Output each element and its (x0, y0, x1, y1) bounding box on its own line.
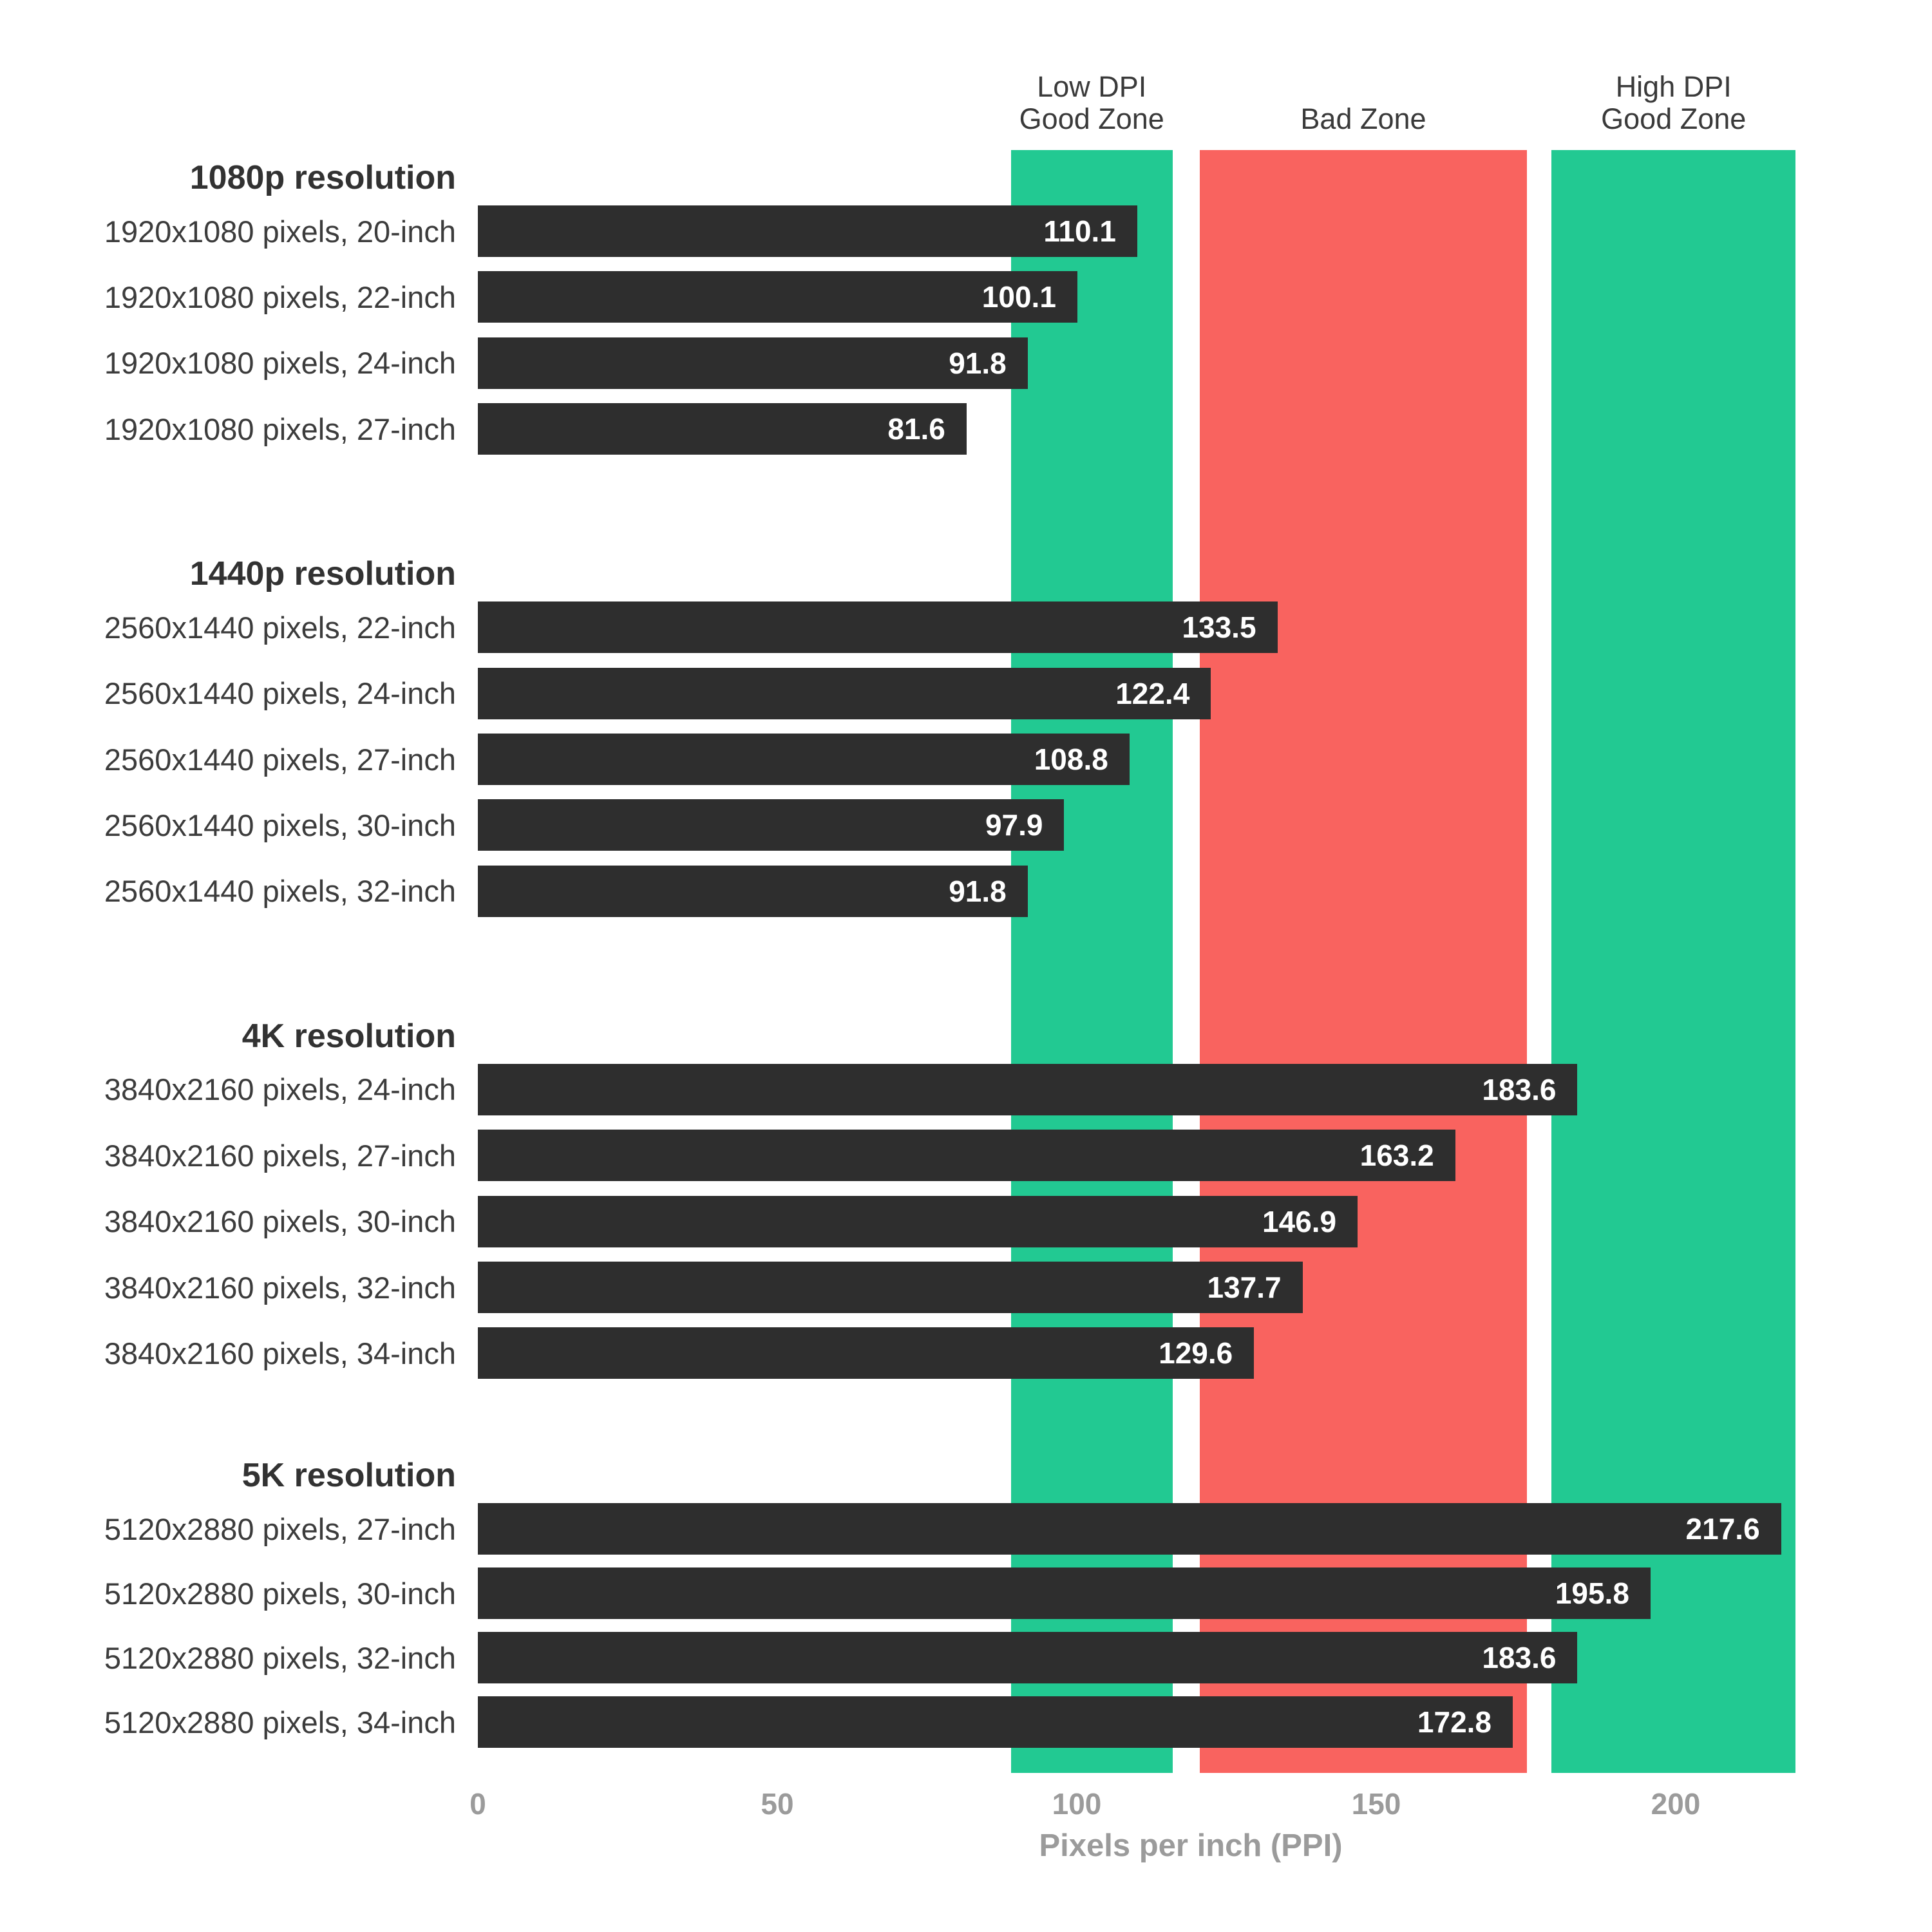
bar-row-label: 1920x1080 pixels, 20-inch (104, 214, 456, 249)
bar-value-label: 97.9 (985, 808, 1043, 842)
bar: 183.6 (478, 1063, 1578, 1115)
bar-row-label: 2560x1440 pixels, 22-inch (104, 610, 456, 645)
bar: 133.5 (478, 601, 1278, 654)
bar-value-label: 183.6 (1482, 1072, 1557, 1106)
bar-value-label: 122.4 (1115, 676, 1190, 710)
bar: 129.6 (478, 1327, 1255, 1379)
bar-value-label: 172.8 (1417, 1705, 1492, 1739)
bar-value-label: 163.2 (1359, 1139, 1434, 1173)
bar-row-label: 5120x2880 pixels, 32-inch (104, 1640, 456, 1675)
group-header: 1080p resolution (189, 159, 456, 196)
x-axis-title: Pixels per inch (PPI) (1039, 1828, 1343, 1863)
bar: 100.1 (478, 271, 1077, 323)
bar-row-label: 1920x1080 pixels, 27-inch (104, 412, 456, 446)
bar-row-label: 3840x2160 pixels, 34-inch (104, 1336, 456, 1370)
bar-value-label: 91.8 (949, 346, 1007, 380)
x-axis-tick: 50 (761, 1787, 794, 1821)
bar-value-label: 100.1 (981, 280, 1056, 314)
zone-label-line: Low DPI (1037, 70, 1147, 103)
x-axis-tick: 200 (1651, 1787, 1701, 1821)
bar: 108.8 (478, 734, 1130, 785)
bar: 163.2 (478, 1130, 1455, 1182)
high-dpi-good-zone-band (1551, 150, 1795, 1773)
bar: 172.8 (478, 1696, 1513, 1748)
zone-label-line: Bad Zone (1300, 102, 1426, 135)
x-axis-tick: 0 (469, 1787, 486, 1821)
bar: 110.1 (478, 205, 1137, 257)
bar-row-label: 5120x2880 pixels, 27-inch (104, 1511, 456, 1546)
bar-row-label: 1920x1080 pixels, 24-inch (104, 346, 456, 381)
bar: 146.9 (478, 1195, 1358, 1247)
bar-value-label: 81.6 (887, 412, 945, 446)
bar: 183.6 (478, 1632, 1578, 1684)
bar: 195.8 (478, 1567, 1651, 1620)
bar-value-label: 129.6 (1159, 1336, 1233, 1370)
bar-row-label: 3840x2160 pixels, 32-inch (104, 1270, 456, 1305)
bar: 91.8 (478, 337, 1028, 389)
zone-label-line: Good Zone (1601, 102, 1747, 135)
low-dpi-good-zone-label: Low DPI Good Zone (886, 68, 1298, 135)
bar-value-label: 137.7 (1207, 1271, 1282, 1304)
x-axis-tick: 150 (1351, 1787, 1401, 1821)
bar-value-label: 110.1 (1043, 214, 1116, 248)
bar-row-label: 2560x1440 pixels, 30-inch (104, 808, 456, 842)
bar: 81.6 (478, 403, 967, 455)
group-header: 5K resolution (242, 1457, 456, 1495)
group-header: 1440p resolution (189, 555, 456, 593)
bar-row-label: 5120x2880 pixels, 34-inch (104, 1705, 456, 1739)
bar-value-label: 217.6 (1685, 1512, 1760, 1546)
bar-row-label: 2560x1440 pixels, 24-inch (104, 676, 456, 711)
bar: 137.7 (478, 1262, 1303, 1313)
bar-row-label: 3840x2160 pixels, 24-inch (104, 1072, 456, 1107)
zone-label-line: High DPI (1615, 70, 1732, 103)
bad-zone-label: Bad Zone (1157, 68, 1569, 135)
x-axis-tick: 100 (1052, 1787, 1102, 1821)
bar-row-label: 2560x1440 pixels, 27-inch (104, 742, 456, 777)
high-dpi-good-zone-label: High DPI Good Zone (1468, 68, 1880, 135)
bar: 217.6 (478, 1503, 1781, 1555)
bar-value-label: 133.5 (1182, 611, 1256, 645)
bar: 97.9 (478, 799, 1065, 851)
bar-row-label: 5120x2880 pixels, 30-inch (104, 1576, 456, 1611)
bar: 91.8 (478, 865, 1028, 917)
bar-value-label: 146.9 (1262, 1204, 1337, 1238)
bar-row-label: 2560x1440 pixels, 32-inch (104, 874, 456, 909)
bar-row-label: 3840x2160 pixels, 30-inch (104, 1204, 456, 1239)
bar-value-label: 195.8 (1555, 1577, 1629, 1611)
bar-row-label: 1920x1080 pixels, 22-inch (104, 279, 456, 314)
bar-value-label: 108.8 (1034, 743, 1108, 776)
low-dpi-good-zone-band (1010, 150, 1173, 1773)
bar: 122.4 (478, 667, 1211, 719)
bar-value-label: 91.8 (949, 874, 1007, 908)
bar-value-label: 183.6 (1482, 1641, 1557, 1675)
bad-zone-band (1199, 150, 1528, 1773)
zone-label-line: Good Zone (1019, 102, 1164, 135)
group-header: 4K resolution (242, 1017, 456, 1055)
bar-row-label: 3840x2160 pixels, 27-inch (104, 1138, 456, 1173)
